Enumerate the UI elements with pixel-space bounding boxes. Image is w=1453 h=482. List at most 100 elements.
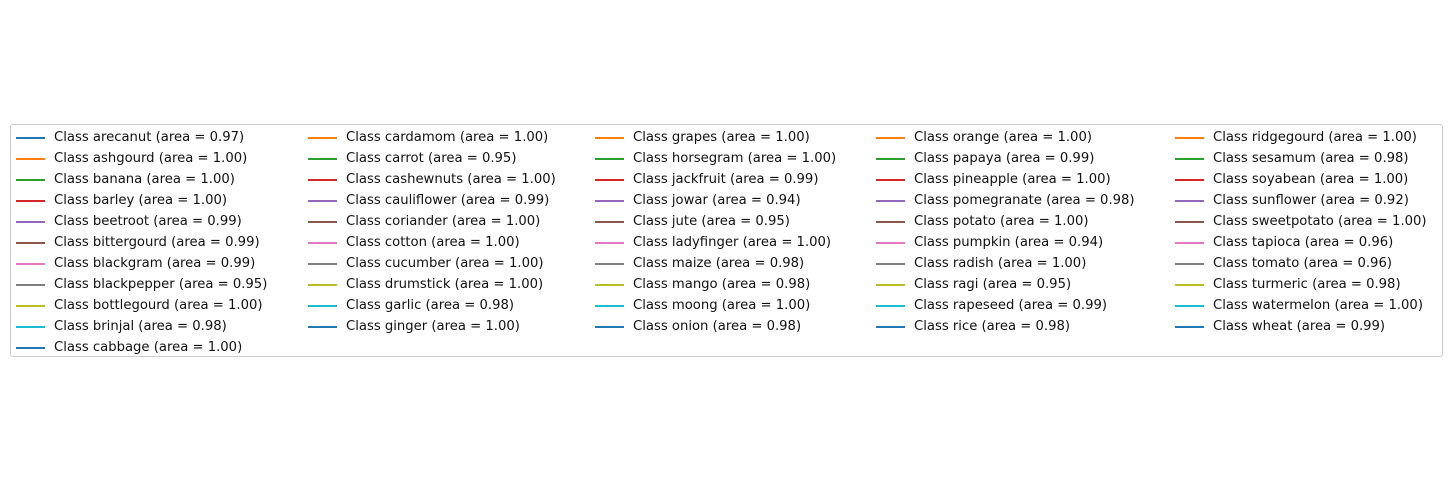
legend-line-swatch: [1175, 326, 1204, 328]
legend-line-swatch: [876, 137, 905, 139]
legend-entry: Class ridgegourd (area = 1.00): [1170, 128, 1440, 149]
legend-entry: Class blackgram (area = 0.99): [11, 254, 296, 275]
legend-label: Class cabbage (area = 1.00): [54, 340, 243, 355]
legend-entry: Class ragi (area = 0.95): [871, 275, 1167, 296]
legend-line-swatch: [876, 284, 905, 286]
legend-entry: Class carrot (area = 0.95): [303, 149, 588, 170]
legend-label: Class horsegram (area = 1.00): [633, 151, 837, 166]
legend-line-swatch: [308, 137, 337, 139]
legend-entry: Class cauliflower (area = 0.99): [303, 191, 588, 212]
legend-line-swatch: [595, 305, 624, 307]
legend-line-swatch: [16, 158, 45, 160]
legend-entry: Class turmeric (area = 0.98): [1170, 275, 1440, 296]
legend-label: Class rice (area = 0.98): [914, 319, 1071, 334]
legend-label: Class moong (area = 1.00): [633, 298, 811, 313]
legend-line-swatch: [308, 221, 337, 223]
legend-label: Class sweetpotato (area = 1.00): [1213, 214, 1427, 229]
legend-entry: Class drumstick (area = 1.00): [303, 275, 588, 296]
legend-line-swatch: [16, 284, 45, 286]
legend-entry: Class cucumber (area = 1.00): [303, 254, 588, 275]
legend-entry: Class jute (area = 0.95): [590, 212, 868, 233]
legend-label: Class maize (area = 0.98): [633, 256, 805, 271]
legend-label: Class brinjal (area = 0.98): [54, 319, 227, 334]
legend-entry: Class watermelon (area = 1.00): [1170, 296, 1440, 317]
legend-entry: Class potato (area = 1.00): [871, 212, 1167, 233]
legend-entry: Class jowar (area = 0.94): [590, 191, 868, 212]
legend-line-swatch: [1175, 137, 1204, 139]
legend-line-swatch: [876, 242, 905, 244]
legend-line-swatch: [595, 179, 624, 181]
legend-entry: Class rice (area = 0.98): [871, 317, 1167, 338]
legend-line-swatch: [1175, 200, 1204, 202]
legend-entry: Class cashewnuts (area = 1.00): [303, 170, 588, 191]
legend-label: Class onion (area = 0.98): [633, 319, 802, 334]
legend-entry: Class horsegram (area = 1.00): [590, 149, 868, 170]
legend-line-swatch: [308, 326, 337, 328]
legend-label: Class sesamum (area = 0.98): [1213, 151, 1409, 166]
legend-label: Class grapes (area = 1.00): [633, 130, 810, 145]
legend-entry: Class cabbage (area = 1.00): [11, 338, 296, 359]
legend-label: Class wheat (area = 0.99): [1213, 319, 1386, 334]
legend-label: Class pineapple (area = 1.00): [914, 172, 1111, 187]
legend-label: Class ragi (area = 0.95): [914, 277, 1072, 292]
legend-entry: Class grapes (area = 1.00): [590, 128, 868, 149]
legend-label: Class beetroot (area = 0.99): [54, 214, 242, 229]
legend-entry: Class pineapple (area = 1.00): [871, 170, 1167, 191]
legend-entry: Class rapeseed (area = 0.99): [871, 296, 1167, 317]
legend-label: Class blackpepper (area = 0.95): [54, 277, 268, 292]
legend-line-swatch: [1175, 158, 1204, 160]
legend-entry: Class tapioca (area = 0.96): [1170, 233, 1440, 254]
legend-label: Class radish (area = 1.00): [914, 256, 1087, 271]
legend-label: Class bittergourd (area = 0.99): [54, 235, 260, 250]
legend-entry: Class cardamom (area = 1.00): [303, 128, 588, 149]
legend-entry: Class pumpkin (area = 0.94): [871, 233, 1167, 254]
legend-label: Class arecanut (area = 0.97): [54, 130, 245, 145]
legend-entry: Class sweetpotato (area = 1.00): [1170, 212, 1440, 233]
legend-label: Class blackgram (area = 0.99): [54, 256, 256, 271]
legend-label: Class banana (area = 1.00): [54, 172, 235, 187]
legend-line-swatch: [876, 200, 905, 202]
legend-entry: Class radish (area = 1.00): [871, 254, 1167, 275]
legend-line-swatch: [16, 263, 45, 265]
legend-label: Class cucumber (area = 1.00): [346, 256, 544, 271]
legend-line-swatch: [876, 263, 905, 265]
legend-label: Class cashewnuts (area = 1.00): [346, 172, 556, 187]
legend-label: Class soyabean (area = 1.00): [1213, 172, 1409, 187]
legend-line-swatch: [1175, 221, 1204, 223]
legend-entry: Class wheat (area = 0.99): [1170, 317, 1440, 338]
legend-label: Class watermelon (area = 1.00): [1213, 298, 1423, 313]
legend-entry: Class moong (area = 1.00): [590, 296, 868, 317]
legend-entry: Class soyabean (area = 1.00): [1170, 170, 1440, 191]
legend-line-swatch: [308, 263, 337, 265]
legend-line-swatch: [876, 326, 905, 328]
legend-line-swatch: [308, 179, 337, 181]
legend-label: Class carrot (area = 0.95): [346, 151, 517, 166]
legend-line-swatch: [308, 200, 337, 202]
legend-entry: Class ladyfinger (area = 1.00): [590, 233, 868, 254]
legend-line-swatch: [595, 242, 624, 244]
legend-entry: Class garlic (area = 0.98): [303, 296, 588, 317]
legend-line-swatch: [308, 158, 337, 160]
legend-line-swatch: [1175, 179, 1204, 181]
legend-entry: Class jackfruit (area = 0.99): [590, 170, 868, 191]
legend-entry: Class papaya (area = 0.99): [871, 149, 1167, 170]
legend-label: Class papaya (area = 0.99): [914, 151, 1095, 166]
legend-line-swatch: [1175, 263, 1204, 265]
legend-label: Class cotton (area = 1.00): [346, 235, 520, 250]
legend-label: Class garlic (area = 0.98): [346, 298, 515, 313]
legend-label: Class rapeseed (area = 0.99): [914, 298, 1108, 313]
legend-line-swatch: [876, 158, 905, 160]
legend-line-swatch: [308, 305, 337, 307]
legend-line-swatch: [1175, 305, 1204, 307]
legend-label: Class mango (area = 0.98): [633, 277, 811, 292]
legend-label: Class drumstick (area = 1.00): [346, 277, 544, 292]
legend-entry: Class onion (area = 0.98): [590, 317, 868, 338]
legend-label: Class turmeric (area = 0.98): [1213, 277, 1401, 292]
legend-entry: Class arecanut (area = 0.97): [11, 128, 296, 149]
legend-label: Class pumpkin (area = 0.94): [914, 235, 1104, 250]
legend-line-swatch: [16, 242, 45, 244]
legend-label: Class cauliflower (area = 0.99): [346, 193, 550, 208]
legend-entry: Class tomato (area = 0.96): [1170, 254, 1440, 275]
legend-line-swatch: [16, 200, 45, 202]
legend-label: Class coriander (area = 1.00): [346, 214, 541, 229]
